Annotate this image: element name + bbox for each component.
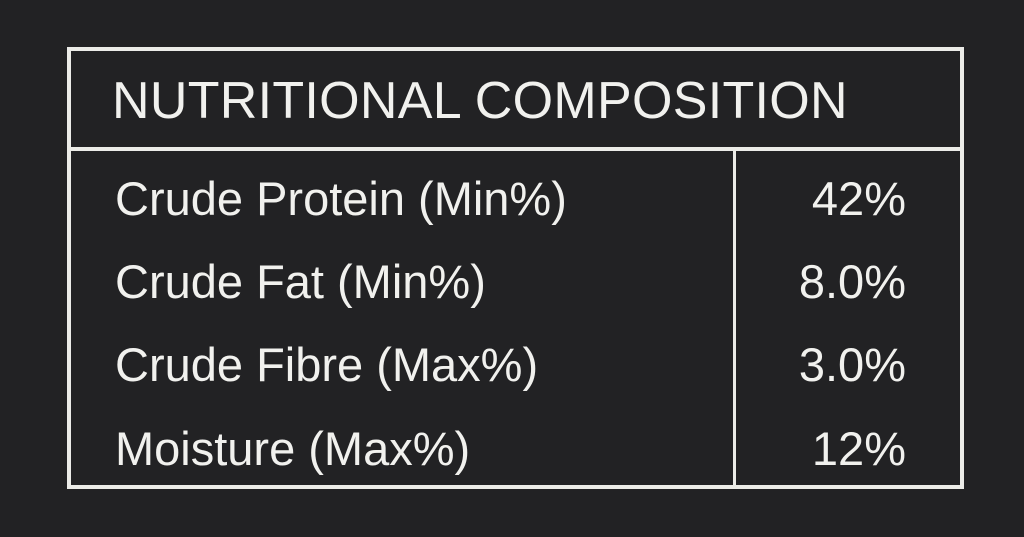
table-row: Crude Fibre (Max%) 3.0%: [71, 323, 960, 403]
table-header: NUTRITIONAL COMPOSITION: [71, 51, 960, 151]
row-value: 8.0%: [798, 255, 906, 308]
row-label: Moisture (Max%): [115, 422, 471, 475]
table-row: Moisture (Max%) 12%: [71, 407, 960, 487]
nutrition-table: NUTRITIONAL COMPOSITION Crude Protein (M…: [67, 47, 964, 489]
table-row: Crude Protein (Min%) 42%: [71, 157, 960, 237]
row-value: 42%: [811, 172, 906, 225]
row-label: Crude Fibre (Max%): [115, 338, 539, 391]
row-label: Crude Protein (Min%): [115, 172, 567, 225]
table-row: Crude Fat (Min%) 8.0%: [71, 240, 960, 320]
row-label: Crude Fat (Min%): [115, 255, 486, 308]
row-value: 3.0%: [798, 338, 906, 391]
column-divider: [733, 151, 736, 485]
table-title: NUTRITIONAL COMPOSITION: [112, 72, 848, 130]
row-value: 12%: [811, 422, 906, 475]
